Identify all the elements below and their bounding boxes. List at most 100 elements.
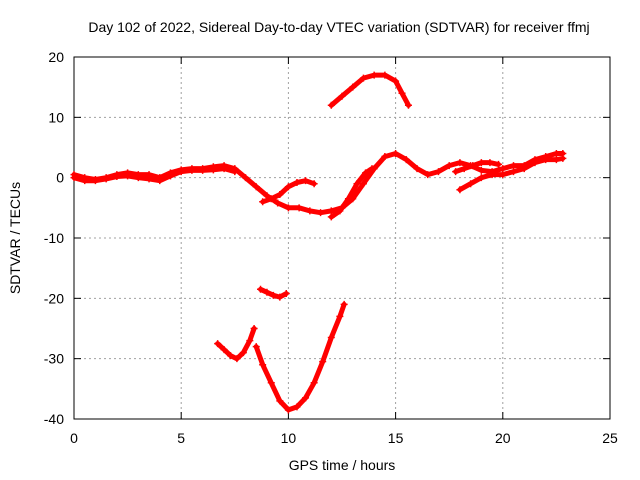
data-point (510, 162, 518, 170)
y-tick-label: -10 (44, 230, 64, 246)
series-arc-5 (327, 71, 412, 109)
data-point (274, 199, 282, 207)
data-point (81, 177, 89, 185)
data-point (413, 165, 421, 173)
data-point (199, 166, 207, 174)
data-point (381, 71, 389, 79)
data-point (259, 361, 267, 369)
axis-ticks (73, 56, 611, 420)
data-point (477, 166, 485, 174)
data-point (467, 180, 475, 188)
data-point (338, 92, 346, 100)
grid (74, 57, 610, 419)
y-tick-label: 10 (48, 109, 64, 125)
data-point (214, 340, 222, 348)
data-point (353, 180, 361, 188)
data-point (282, 290, 290, 298)
data-point (70, 174, 78, 182)
series-band (215, 326, 257, 362)
x-tick-labels: 0 5 10 15 20 25 (70, 430, 618, 446)
data-point (166, 172, 174, 180)
data-point (424, 171, 432, 179)
data-point (520, 165, 528, 173)
y-axis-label: SDTVAR / TECUs (7, 182, 23, 294)
data-point (284, 406, 292, 414)
data-point (327, 334, 335, 342)
data-point (239, 349, 247, 357)
data-point (486, 159, 494, 167)
series-arc-3 (259, 177, 318, 206)
data-point (269, 291, 277, 299)
y-tick-labels: -40 -30 -20 -10 0 10 20 (44, 49, 64, 427)
data-point (310, 180, 318, 188)
data-point (336, 312, 344, 320)
series-band (253, 301, 347, 413)
x-axis-label: GPS time / hours (289, 457, 396, 473)
series-band (71, 166, 238, 184)
data-point (276, 397, 284, 405)
data-point (310, 379, 318, 387)
data-point (510, 168, 518, 176)
data-point (404, 101, 412, 109)
series-arc-9 (214, 325, 258, 363)
data-point (302, 177, 310, 185)
data-point (327, 213, 335, 221)
data-point (327, 101, 335, 109)
data-point (336, 207, 344, 215)
data-point (102, 175, 110, 183)
data-point (552, 156, 560, 164)
y-tick-label: -40 (44, 411, 64, 427)
data-point (145, 175, 153, 183)
data-point (317, 209, 325, 217)
series-arc-6 (456, 154, 567, 194)
data-point (456, 186, 464, 194)
data-point (233, 355, 241, 363)
data-point (257, 285, 265, 293)
data-point (456, 159, 464, 167)
data-point (263, 288, 271, 296)
data-point (370, 71, 378, 79)
data-point (381, 153, 389, 161)
data-point (267, 379, 275, 387)
data-point (495, 160, 503, 168)
data-point (398, 89, 406, 97)
data-point (295, 204, 303, 212)
data-point (267, 195, 275, 203)
data-point (344, 195, 352, 203)
data-point (469, 162, 477, 170)
data-point (252, 183, 260, 191)
y-tick-label: 0 (56, 170, 64, 186)
data-point (113, 172, 121, 180)
data-point (276, 191, 284, 199)
data-point (246, 337, 254, 345)
series-band (328, 72, 411, 108)
data-point (362, 169, 370, 177)
data-point (259, 198, 267, 206)
data-point (252, 343, 260, 351)
data-point (327, 207, 335, 215)
data-point (91, 177, 99, 185)
chart-title: Day 102 of 2022, Sidereal Day-to-day VTE… (88, 19, 589, 35)
data-point (302, 394, 310, 402)
data-point (452, 168, 460, 176)
data-point (177, 168, 185, 176)
series-arc-1 (70, 150, 567, 217)
data-point (559, 154, 567, 162)
data-point (445, 162, 453, 170)
y-tick-label: 20 (48, 49, 64, 65)
data-point (531, 159, 539, 167)
series-arc-2 (70, 165, 239, 185)
data-point (349, 83, 357, 91)
data-point (293, 178, 301, 186)
data-point (392, 77, 400, 85)
data-point (488, 171, 496, 179)
data-point (220, 165, 228, 173)
y-tick-label: -30 (44, 351, 64, 367)
data-point (542, 156, 550, 164)
x-tick-label: 15 (388, 430, 404, 446)
data-point (124, 172, 132, 180)
data-point (134, 174, 142, 182)
data-point (242, 174, 250, 182)
x-tick-label: 0 (70, 430, 78, 446)
data-point (477, 174, 485, 182)
